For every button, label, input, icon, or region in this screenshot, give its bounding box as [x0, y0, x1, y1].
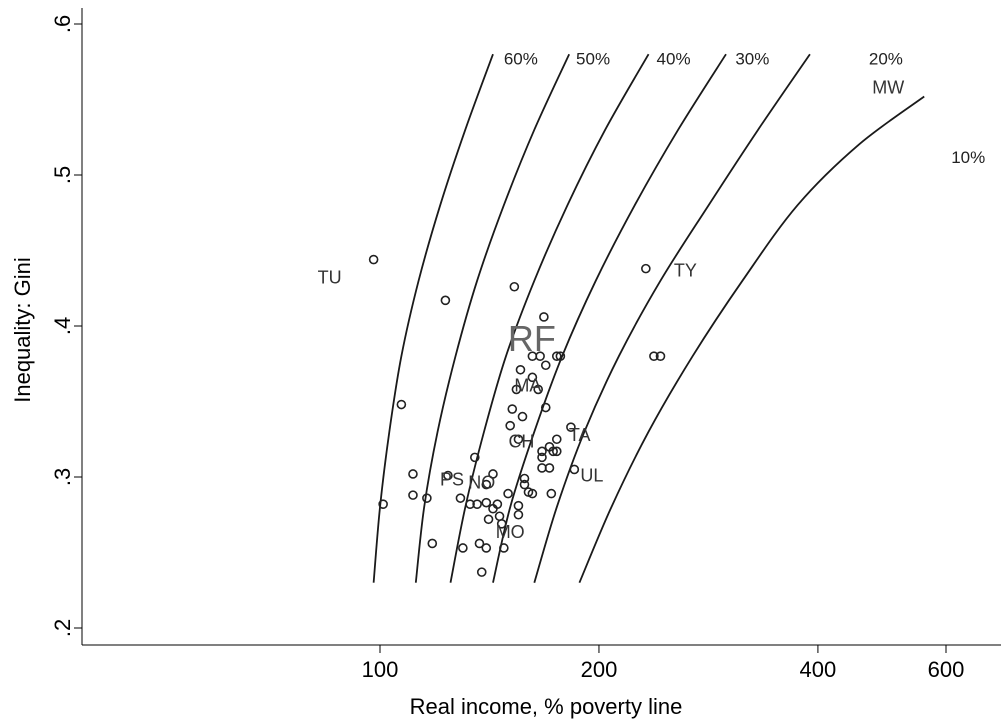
data-point [427, 538, 438, 549]
annotation-label: MW [872, 77, 904, 97]
iso-curve-30pct [492, 53, 727, 583]
data-point [488, 469, 498, 479]
data-point [517, 411, 528, 422]
x-tick-label: 200 [581, 657, 618, 682]
data-point [535, 351, 545, 362]
data-point [649, 351, 659, 362]
data-point [474, 538, 485, 549]
y-tick-label: .3 [50, 468, 75, 486]
curve-label: 60% [504, 50, 538, 69]
data-point [440, 295, 451, 306]
iso-poverty-curves: 60% 50% 40% 30% 20% 10% [372, 50, 985, 584]
data-point [368, 254, 379, 265]
data-point [566, 422, 576, 432]
data-point [519, 473, 530, 484]
data-point [476, 567, 487, 577]
data-point [513, 500, 524, 511]
data-point [537, 452, 547, 463]
data-point [537, 446, 547, 457]
data-point [546, 488, 557, 499]
curve-label: 40% [657, 50, 691, 69]
iso-curve-10pct [578, 95, 925, 584]
point-label-ma: MA [514, 375, 541, 395]
y-axis-title: Inequality: Gini [10, 257, 35, 403]
point-label-ul: UL [580, 465, 603, 485]
point-label-tu: TU [318, 268, 342, 288]
point-labels: TU PS NO MO CH MA RF TA UL TY MW [318, 77, 905, 541]
point-label-mo: MO [496, 522, 525, 542]
data-point [539, 312, 549, 322]
data-point [507, 404, 518, 414]
iso-curve-40pct [449, 53, 650, 583]
data-point [378, 499, 388, 509]
x-tick-label: 400 [800, 657, 837, 682]
axes: .2 .3 .4 .5 .6 100 200 400 600 [50, 8, 1001, 682]
x-tick-label: 600 [928, 657, 965, 682]
x-tick-label: 100 [362, 657, 399, 682]
data-point [513, 509, 524, 520]
data-point [527, 372, 538, 383]
data-point [492, 499, 503, 509]
data-point [465, 499, 475, 509]
curve-label: 10% [951, 148, 985, 167]
point-label-no: NO [468, 473, 495, 493]
data-point [470, 452, 480, 463]
y-tick-label: .4 [50, 317, 75, 335]
data-point [496, 519, 507, 529]
curve-label: 20% [869, 50, 903, 69]
data-point [443, 470, 453, 481]
point-label-ps: PS [440, 469, 464, 489]
data-point [544, 463, 555, 473]
data-point [483, 514, 494, 525]
point-label-ch: CH [508, 431, 534, 451]
point-label-rf: RF [508, 318, 556, 359]
data-point [505, 420, 515, 431]
data-point [551, 351, 562, 362]
data-point [455, 493, 466, 503]
data-point [509, 281, 520, 292]
iso-curve-60pct [372, 53, 494, 583]
data-point [458, 543, 468, 553]
data-point [540, 402, 551, 413]
y-tick-label: .6 [50, 15, 75, 33]
data-point [519, 479, 530, 490]
data-point [481, 543, 492, 553]
data-point [481, 479, 492, 490]
y-tick-label: .5 [50, 166, 75, 184]
data-point [422, 493, 432, 503]
data-point [408, 490, 418, 500]
data-point [551, 434, 562, 445]
data-point [569, 464, 580, 475]
data-point [503, 488, 513, 499]
data-point [540, 360, 551, 371]
x-axis-title: Real income, % poverty line [410, 694, 683, 719]
data-point [548, 446, 558, 457]
curve-label: 30% [735, 50, 769, 69]
point-label-ty: TY [674, 261, 697, 281]
curve-label: 50% [576, 50, 610, 69]
data-point [511, 384, 522, 395]
data-point [513, 434, 524, 445]
data-point [655, 351, 666, 362]
data-point [396, 399, 407, 410]
data-point [472, 499, 482, 509]
y-tick-label: .2 [50, 619, 75, 637]
data-point [555, 351, 566, 362]
data-point [533, 384, 543, 395]
data-point [641, 263, 651, 274]
data-point [499, 543, 509, 553]
data-points [368, 254, 666, 577]
point-label-ta: TA [569, 425, 591, 445]
data-point [481, 497, 492, 508]
data-point [527, 488, 538, 499]
iso-curve-20pct [533, 53, 811, 583]
data-point [551, 446, 562, 457]
iso-curve-50pct [414, 53, 570, 583]
data-point [408, 469, 418, 479]
data-point [515, 364, 526, 375]
